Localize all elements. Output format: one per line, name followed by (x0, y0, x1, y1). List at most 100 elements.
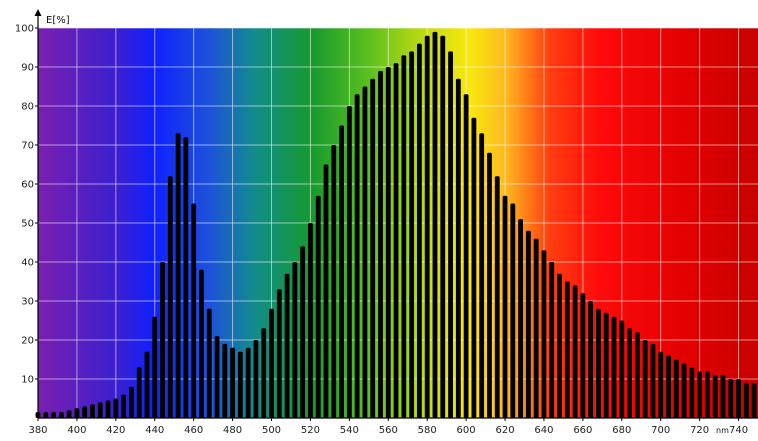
spectrum-bar (237, 351, 243, 418)
spectrum-bar (611, 316, 617, 418)
x-tick-label: 660 (573, 425, 592, 436)
spectrum-bar (269, 308, 274, 418)
spectrum-bar (728, 379, 734, 418)
spectrum-bar (416, 43, 422, 418)
spectrum-bar (191, 203, 197, 418)
spectrum-bar (689, 367, 695, 418)
y-tick-label: 90 (21, 63, 34, 74)
spectrum-bar (175, 133, 181, 419)
x-tick-label: 420 (106, 425, 125, 436)
y-tick-labels: 10 20 30 40 50 60 70 80 90 100 (15, 24, 38, 386)
x-tick-label: 720 (690, 425, 709, 436)
x-tick-label: 520 (301, 425, 320, 436)
axes (34, 9, 758, 419)
x-tick-label: 740 (729, 425, 748, 436)
spectrum-bar (370, 78, 376, 418)
spectrum-bar (323, 164, 329, 418)
spectrum-bar (510, 203, 516, 418)
spectrum-bar (541, 250, 547, 418)
spectrum-bar (494, 176, 500, 418)
x-tick-label: 560 (379, 425, 398, 436)
y-tick-label: 30 (21, 297, 34, 308)
spectrum-bar (105, 400, 111, 418)
spectrum-bar (136, 367, 142, 418)
spectrum-bar (284, 273, 290, 418)
spectrum-bar (346, 106, 352, 418)
spectrum-bar (463, 94, 469, 419)
spectrum-bar (300, 246, 306, 418)
spectrum-bar (650, 343, 656, 418)
spectrum-bar (564, 281, 570, 418)
spectrum-bar (743, 382, 749, 418)
spectrum-bar (518, 219, 524, 418)
y-axis-label: E[%] (46, 15, 70, 26)
y-axis-arrow-icon (34, 9, 42, 16)
spectrum-bar (455, 78, 461, 418)
spectrum-bar (681, 363, 687, 418)
spectrum-bar (292, 262, 298, 418)
spectrum-bar (401, 55, 407, 419)
spectrum-bar (557, 273, 562, 418)
spectrum-bar (487, 152, 492, 419)
spectrum-bar (354, 94, 360, 419)
spectrum-bar (424, 35, 430, 419)
spectrum-bar (90, 404, 95, 418)
spectrum-bar (440, 35, 446, 419)
spectrum-bar (261, 328, 267, 418)
spectrum-bar (206, 308, 212, 418)
x-tick-label: 540 (340, 425, 359, 436)
y-tick-label: 80 (21, 102, 34, 113)
x-tick-label: 600 (457, 425, 476, 436)
spectrum-bar (253, 340, 259, 418)
spectrum-bar (712, 375, 718, 418)
spectrum-bar (74, 408, 80, 418)
spectrum-bar (385, 67, 391, 418)
x-tick-label: 680 (612, 425, 631, 436)
spectrum-bar (113, 398, 119, 418)
spectrum-bar (596, 308, 601, 418)
spectrum-bar (97, 402, 103, 418)
x-tick-labels: 380 400 420 440 460 480 500 520 540 560 580 600 620 6… (28, 418, 748, 436)
spectrum-bar (82, 406, 88, 418)
spectrum-bar (619, 320, 625, 418)
x-tick-label: 620 (495, 425, 514, 436)
spectrum-bar (331, 145, 337, 418)
spectrum-bar (580, 293, 586, 418)
y-tick-label: 40 (21, 258, 34, 269)
spectrum-bar (673, 359, 679, 418)
spectrum-bar (533, 238, 539, 418)
spectrum-bar (448, 51, 453, 419)
y-tick-label: 10 (21, 375, 34, 386)
spectrum-bar (736, 379, 741, 418)
spectrum-bar (588, 301, 594, 418)
spectrum-bar (393, 63, 399, 418)
spectrum-bar (167, 176, 173, 418)
spectrum-bar (603, 312, 609, 418)
x-tick-label: 700 (651, 425, 670, 436)
spectrum-bar (199, 269, 204, 418)
x-tick-label: 380 (28, 425, 47, 436)
spectrum-bar (152, 316, 158, 418)
spectrum-bar (160, 262, 165, 418)
spectrum-bar (704, 371, 710, 418)
x-tick-label: 440 (145, 425, 164, 436)
spectrum-bar (658, 351, 664, 418)
spectrum-bar (502, 195, 508, 418)
x-tick-label: 500 (262, 425, 281, 436)
spectrum-bar (315, 195, 321, 418)
spectrum-bar (222, 343, 228, 418)
spectrum-bar (549, 262, 555, 418)
y-tick-label: 50 (21, 219, 34, 230)
spectrum-bar (183, 137, 189, 418)
spectrum-bar (339, 125, 344, 418)
spectrum-bar (58, 412, 64, 418)
spectrum-bar (525, 230, 531, 418)
spectrum-bar (66, 410, 72, 418)
y-tick-label: 20 (21, 336, 34, 347)
spectrum-bar (432, 31, 438, 419)
x-tick-label: 400 (67, 425, 86, 436)
spectrum-bar (144, 351, 150, 418)
y-tick-label: 70 (21, 141, 34, 152)
spectrum-bar (43, 412, 49, 418)
